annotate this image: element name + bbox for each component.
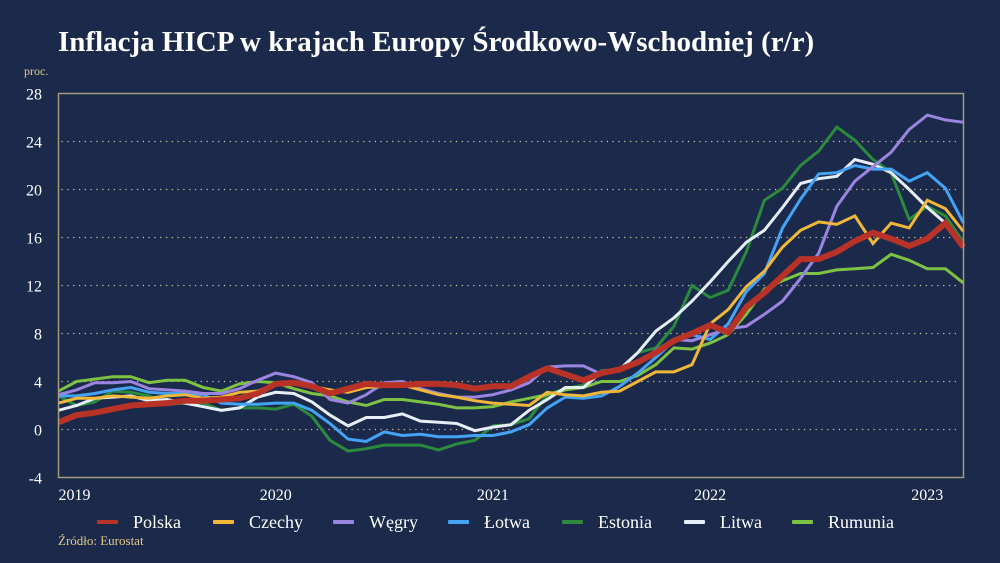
legend-item-polska: Polska bbox=[97, 510, 181, 534]
legend-swatch bbox=[97, 520, 118, 524]
legend-label: Łotwa bbox=[484, 511, 530, 532]
x-tick-label: 2021 bbox=[477, 487, 509, 504]
legend-item-litwa: Litwa bbox=[684, 510, 762, 534]
legend-item-wegry: Węgry bbox=[333, 510, 418, 534]
y-tick-label: 28 bbox=[26, 87, 42, 104]
y-tick-label: 16 bbox=[26, 231, 42, 248]
y-tick-label: 20 bbox=[26, 183, 42, 200]
y-tick-label: 0 bbox=[34, 423, 42, 440]
legend-label: Węgry bbox=[369, 511, 418, 532]
legend-swatch bbox=[333, 520, 354, 524]
series-lines bbox=[57, 113, 966, 453]
y-tick-label: 4 bbox=[34, 375, 42, 392]
y-tick-label: 12 bbox=[26, 279, 42, 296]
y-axis-ticks: -4 0 4 8 12 16 20 24 28 bbox=[26, 87, 42, 488]
source-note: Źródło: Eurostat bbox=[58, 533, 144, 548]
y-tick-label: 24 bbox=[26, 135, 42, 152]
legend-item-czechy: Czechy bbox=[213, 510, 303, 534]
y-axis-unit-label: proc. bbox=[24, 64, 49, 78]
legend-swatch bbox=[684, 520, 705, 524]
legend-label: Polska bbox=[133, 511, 182, 532]
legend-label: Rumunia bbox=[828, 511, 894, 532]
x-tick-label: 2022 bbox=[694, 487, 726, 504]
series-line-polska bbox=[57, 218, 966, 426]
legend-label: Czechy bbox=[249, 511, 303, 532]
legend-label: Estonia bbox=[598, 511, 652, 532]
legend-swatch bbox=[448, 520, 469, 524]
y-tick-label: -4 bbox=[29, 471, 42, 488]
legend-swatch bbox=[213, 520, 234, 524]
plot-border bbox=[57, 92, 965, 479]
grid-lines bbox=[61, 140, 961, 431]
legend-swatch bbox=[562, 520, 583, 524]
y-tick-label: 8 bbox=[34, 327, 42, 344]
legend-item-estonia: Estonia bbox=[562, 510, 652, 534]
legend-item-lotwa: Łotwa bbox=[448, 510, 530, 534]
x-tick-label: 2019 bbox=[59, 487, 91, 504]
chart-title: Inflacja HICP w krajach Europy Środkowo-… bbox=[58, 26, 815, 58]
x-axis-ticks: 2019 2020 2021 2022 2023 bbox=[59, 487, 944, 504]
x-tick-label: 2020 bbox=[260, 487, 292, 504]
legend-item-rumunia: Rumunia bbox=[792, 510, 894, 534]
series-line-rumunia bbox=[57, 252, 965, 410]
legend-label: Litwa bbox=[720, 511, 762, 532]
series-line-węgry bbox=[58, 113, 964, 405]
legend-swatch bbox=[792, 520, 813, 524]
legend: Polska Czechy Węgry Łotwa Estonia Litwa … bbox=[0, 510, 1000, 534]
x-tick-label: 2023 bbox=[911, 487, 943, 504]
